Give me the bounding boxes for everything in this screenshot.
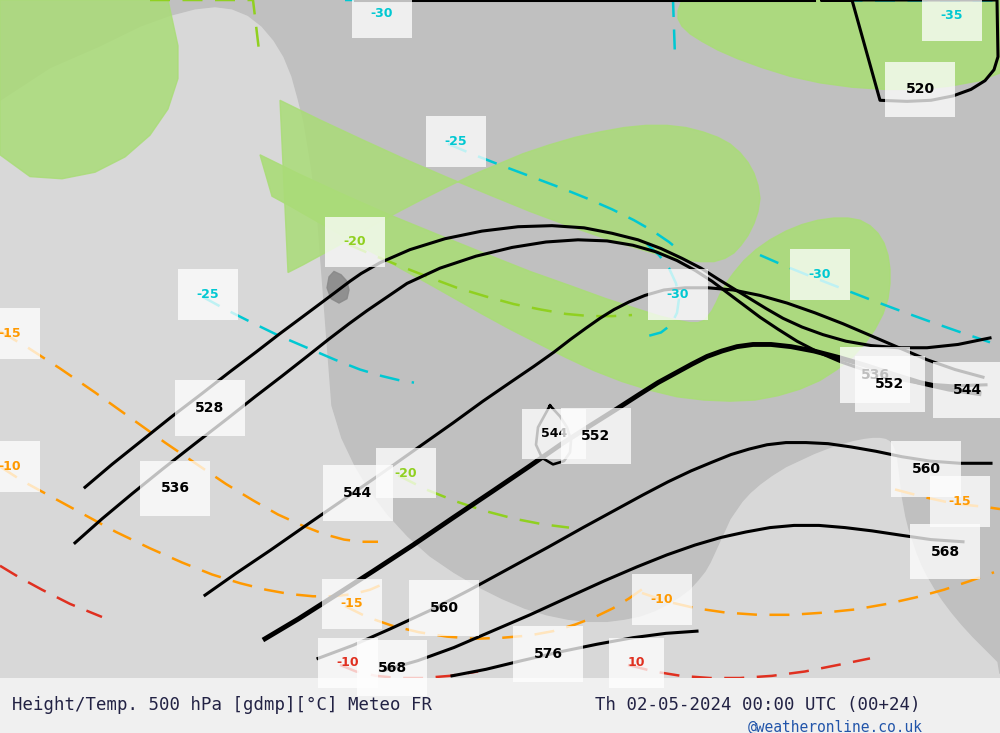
Text: 576: 576 bbox=[534, 647, 562, 661]
Text: 536: 536 bbox=[160, 482, 190, 496]
Polygon shape bbox=[280, 100, 760, 273]
Text: 528: 528 bbox=[195, 401, 225, 415]
Polygon shape bbox=[0, 0, 1000, 674]
Text: -10: -10 bbox=[0, 460, 21, 473]
Text: 568: 568 bbox=[930, 545, 960, 559]
Text: -15: -15 bbox=[341, 597, 363, 611]
Text: -30: -30 bbox=[371, 7, 393, 20]
Text: 520: 520 bbox=[905, 82, 935, 96]
Text: Height/Temp. 500 hPa [gdmp][°C] Meteo FR: Height/Temp. 500 hPa [gdmp][°C] Meteo FR bbox=[12, 696, 432, 714]
Polygon shape bbox=[260, 155, 890, 401]
Text: Th 02-05-2024 00:00 UTC (00+24): Th 02-05-2024 00:00 UTC (00+24) bbox=[595, 696, 920, 714]
Text: @weatheronline.co.uk: @weatheronline.co.uk bbox=[748, 720, 923, 733]
Text: 544: 544 bbox=[343, 486, 373, 500]
Text: 560: 560 bbox=[912, 462, 940, 476]
Text: 552: 552 bbox=[875, 377, 905, 391]
Text: -15: -15 bbox=[0, 327, 21, 340]
Text: -15: -15 bbox=[949, 495, 971, 508]
Polygon shape bbox=[0, 0, 178, 179]
Text: 10: 10 bbox=[627, 656, 645, 669]
Text: -20: -20 bbox=[344, 235, 366, 248]
Polygon shape bbox=[0, 0, 1000, 678]
Text: 552: 552 bbox=[581, 429, 611, 443]
Text: -10: -10 bbox=[337, 656, 359, 669]
Text: -10: -10 bbox=[651, 593, 673, 606]
Polygon shape bbox=[678, 0, 1000, 89]
Text: -25: -25 bbox=[445, 135, 467, 148]
Text: -30: -30 bbox=[667, 288, 689, 301]
Text: -20: -20 bbox=[395, 467, 417, 479]
Text: -35: -35 bbox=[941, 9, 963, 22]
Text: -30: -30 bbox=[809, 268, 831, 281]
Text: 568: 568 bbox=[377, 661, 407, 675]
Text: 536: 536 bbox=[860, 368, 890, 382]
Text: 544: 544 bbox=[541, 427, 567, 441]
Text: 560: 560 bbox=[430, 601, 458, 615]
Polygon shape bbox=[327, 271, 349, 303]
Text: -25: -25 bbox=[197, 288, 219, 301]
Text: 544: 544 bbox=[953, 383, 983, 397]
